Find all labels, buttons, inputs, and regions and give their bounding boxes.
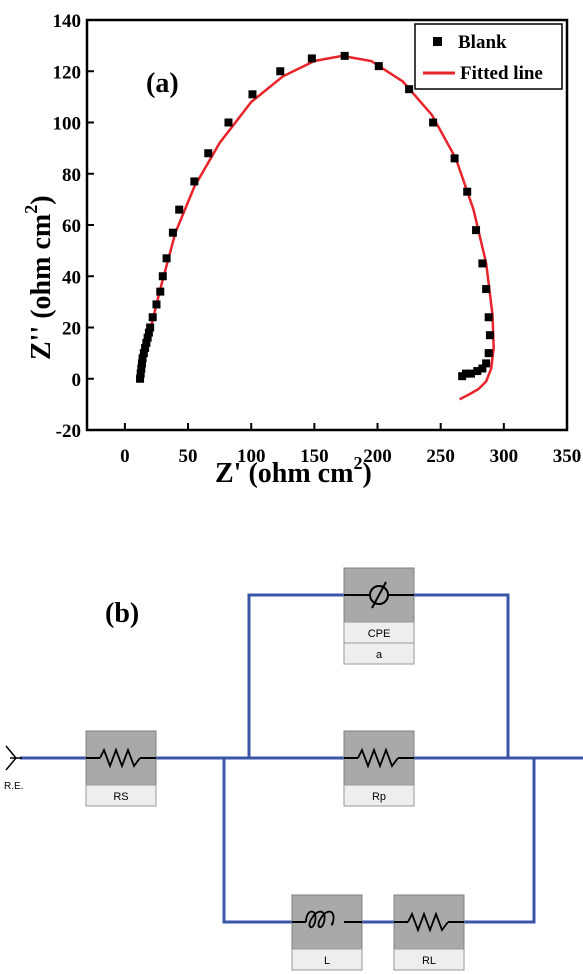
data-point-blank xyxy=(484,313,493,322)
y-tick-label: 140 xyxy=(53,11,82,32)
data-point-blank xyxy=(143,333,152,342)
data-point-blank xyxy=(142,338,151,347)
data-point-blank xyxy=(467,369,475,378)
data-point-blank xyxy=(429,118,438,127)
y-tick-label: 40 xyxy=(62,267,81,288)
constant-phase-element-cpe[interactable]: CPE a xyxy=(343,567,415,665)
x-tick-label: 150 xyxy=(300,446,329,467)
y-tick-label: 0 xyxy=(72,370,82,391)
x-tick-label: 350 xyxy=(553,446,582,467)
resistor-rs[interactable]: RS xyxy=(85,730,157,807)
data-point-blank xyxy=(137,364,146,373)
y-tick-label: 120 xyxy=(53,62,82,83)
y-tick-label: -20 xyxy=(56,421,81,442)
chart-series xyxy=(136,51,495,401)
data-point-blank xyxy=(405,85,414,94)
reference-electrode-label: R.E. xyxy=(4,781,23,792)
data-point-blank xyxy=(138,354,147,363)
inductor-l[interactable]: L xyxy=(291,894,363,971)
wire-rl-branch-right xyxy=(464,758,536,924)
data-point-blank xyxy=(340,51,349,60)
x-tick-label: 100 xyxy=(237,446,266,467)
data-point-blank xyxy=(450,154,459,163)
component-label-rs: RS xyxy=(113,791,128,803)
data-point-blank xyxy=(136,374,145,383)
data-point-blank xyxy=(485,331,494,340)
data-point-blank xyxy=(141,344,150,352)
x-tick-label: 50 xyxy=(179,446,198,467)
panel-label-b: (b) xyxy=(105,598,139,629)
data-point-blank xyxy=(162,254,171,263)
data-point-blank xyxy=(478,259,487,268)
legend-box xyxy=(414,23,563,90)
data-point-blank xyxy=(156,287,165,296)
data-point-blank xyxy=(307,54,316,63)
data-point-blank xyxy=(482,285,491,294)
x-axis-label: Z' (ohm cm2) xyxy=(215,453,372,489)
data-point-blank xyxy=(158,272,167,281)
legend: Blank Fitted line xyxy=(414,23,563,90)
reference-electrode-symbol xyxy=(5,745,22,771)
data-point-blank xyxy=(463,187,472,196)
data-point-blank xyxy=(146,323,155,332)
x-tick-label: 0 xyxy=(120,446,130,467)
y-tick-label: 100 xyxy=(53,114,82,135)
data-point-blank xyxy=(224,118,233,127)
data-point-blank xyxy=(144,328,153,337)
data-point-blank xyxy=(175,205,184,214)
data-point-blank xyxy=(374,62,383,71)
wire-cpe-branch-left xyxy=(247,593,344,758)
data-point-blank xyxy=(139,349,148,358)
legend-label-fitted-line: Fitted line xyxy=(460,63,543,84)
component-label-rl: RL xyxy=(422,955,436,967)
data-point-blank xyxy=(136,369,145,378)
panel-label-a: (a) xyxy=(146,68,179,99)
data-point-blank xyxy=(482,359,491,368)
data-point-blank xyxy=(478,364,487,373)
data-point-blank xyxy=(204,149,213,158)
data-point-blank xyxy=(473,367,482,376)
y-tick-label: 80 xyxy=(62,165,81,186)
component-label-rp: Rp xyxy=(372,791,386,803)
x-tick-label: 300 xyxy=(490,446,519,467)
y-axis-label: Z'' (ohm cm2) xyxy=(21,195,57,360)
data-point-blank xyxy=(152,300,161,309)
legend-label-blank: Blank xyxy=(458,32,507,53)
wire-cpe-branch-right xyxy=(414,593,510,758)
component-label-cpe: CPE xyxy=(368,628,391,640)
data-point-blank xyxy=(148,313,157,322)
data-point-blank xyxy=(248,90,257,99)
component-sublabel-cpe: a xyxy=(376,649,383,661)
y-tick-label: 60 xyxy=(62,216,81,237)
data-point-blank xyxy=(137,359,146,368)
data-point-blank xyxy=(484,349,493,358)
component-label-l: L xyxy=(324,955,330,967)
legend-marker-blank xyxy=(433,37,442,46)
resistor-rl[interactable]: RL xyxy=(393,894,465,971)
x-tick-label: 250 xyxy=(426,446,455,467)
data-point-blank xyxy=(168,228,177,237)
series-fitted-line xyxy=(138,54,495,401)
equivalent-circuit: (b) R.E. RS CPE a xyxy=(4,567,583,971)
nyquist-chart: 0 50 100 150 200 250 300 350 -20 0 20 40 60 80 100 120 1… xyxy=(21,11,582,489)
y-tick-label: 20 xyxy=(62,319,81,340)
circuit-wires xyxy=(20,593,583,924)
x-tick-label: 200 xyxy=(363,446,392,467)
data-point-blank xyxy=(472,226,481,235)
wire-l-branch-left xyxy=(222,758,292,924)
data-point-blank xyxy=(458,372,467,381)
data-point-blank xyxy=(190,177,199,186)
data-point-blank xyxy=(276,67,285,76)
resistor-rp[interactable]: Rp xyxy=(343,730,415,807)
chart-ticks: 0 50 100 150 200 250 300 350 -20 0 20 40 60 80 100 120 1… xyxy=(53,11,582,467)
